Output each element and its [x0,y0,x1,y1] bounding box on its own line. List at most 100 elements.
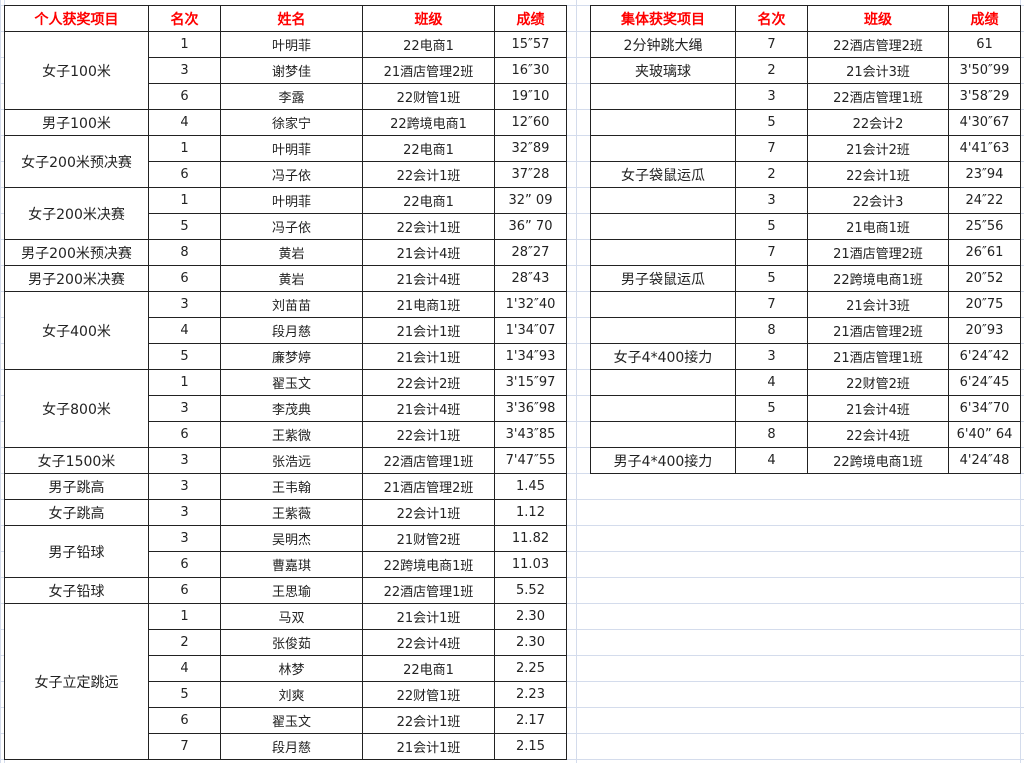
rank-cell[interactable]: 4 [148,317,221,344]
rank-cell[interactable]: 8 [148,239,221,266]
header-rank[interactable]: 名次 [735,5,808,32]
result-cell[interactable]: 2.15 [494,733,567,760]
event-cell[interactable] [590,395,736,422]
class-cell[interactable]: 21会计1班 [362,603,495,630]
result-cell[interactable]: 28″43 [494,265,567,292]
result-cell[interactable]: 4'41″63 [948,135,1021,162]
event-cell[interactable] [590,187,736,214]
header-result[interactable]: 成绩 [494,5,567,32]
class-cell[interactable]: 22会计1班 [362,707,495,734]
class-cell[interactable]: 21会计4班 [362,239,495,266]
event-cell[interactable]: 男子铅球 [4,525,149,578]
class-cell[interactable]: 22酒店管理1班 [807,83,949,110]
name-cell[interactable]: 翟玉文 [220,707,363,734]
event-cell[interactable]: 女子200米预决赛 [4,135,149,188]
class-cell[interactable]: 21会计1班 [362,733,495,760]
header-class[interactable]: 班级 [807,5,949,32]
result-cell[interactable]: 4'24″48 [948,447,1021,474]
name-cell[interactable]: 叶明菲 [220,187,363,214]
class-cell[interactable]: 22会计1班 [362,421,495,448]
rank-cell[interactable]: 6 [148,265,221,292]
name-cell[interactable]: 王韦翰 [220,473,363,500]
name-cell[interactable]: 徐家宁 [220,109,363,136]
class-cell[interactable]: 22会计4班 [807,421,949,448]
event-cell[interactable] [590,421,736,448]
result-cell[interactable]: 20″75 [948,291,1021,318]
result-cell[interactable]: 6'24″45 [948,369,1021,396]
rank-cell[interactable]: 7 [735,239,808,266]
rank-cell[interactable]: 3 [148,499,221,526]
rank-cell[interactable]: 6 [148,577,221,604]
rank-cell[interactable]: 8 [735,317,808,344]
rank-cell[interactable]: 3 [148,291,221,318]
name-cell[interactable]: 冯子依 [220,213,363,240]
result-cell[interactable]: 1'34″93 [494,343,567,370]
result-cell[interactable]: 6'34″70 [948,395,1021,422]
result-cell[interactable]: 2.23 [494,681,567,708]
rank-cell[interactable]: 4 [148,109,221,136]
event-cell[interactable]: 夹玻璃球 [590,57,736,84]
class-cell[interactable]: 22会计2班 [362,369,495,396]
rank-cell[interactable]: 1 [148,603,221,630]
result-cell[interactable]: 32″89 [494,135,567,162]
class-cell[interactable]: 22电商1 [362,187,495,214]
event-cell[interactable]: 女子1500米 [4,447,149,474]
name-cell[interactable]: 冯子依 [220,161,363,188]
result-cell[interactable]: 3'15″97 [494,369,567,396]
event-cell[interactable]: 男子200米决赛 [4,265,149,292]
class-cell[interactable]: 22会计1班 [362,499,495,526]
name-cell[interactable]: 王思瑜 [220,577,363,604]
class-cell[interactable]: 21会计1班 [362,317,495,344]
class-cell[interactable]: 21会计1班 [362,343,495,370]
rank-cell[interactable]: 4 [735,447,808,474]
class-cell[interactable]: 22跨境电商1班 [807,447,949,474]
event-cell[interactable]: 女子800米 [4,369,149,448]
class-cell[interactable]: 21会计3班 [807,291,949,318]
rank-cell[interactable]: 6 [148,551,221,578]
name-cell[interactable]: 刘苗苗 [220,291,363,318]
name-cell[interactable]: 谢梦佳 [220,57,363,84]
rank-cell[interactable]: 5 [735,395,808,422]
result-cell[interactable]: 4'30″67 [948,109,1021,136]
header-class[interactable]: 班级 [362,5,495,32]
result-cell[interactable]: 2.25 [494,655,567,682]
event-cell[interactable]: 2分钟跳大绳 [590,31,736,58]
class-cell[interactable]: 22会计4班 [362,629,495,656]
class-cell[interactable]: 22电商1 [362,655,495,682]
class-cell[interactable]: 22跨境电商1 [362,109,495,136]
event-cell[interactable] [590,369,736,396]
rank-cell[interactable]: 6 [148,83,221,110]
result-cell[interactable]: 2.17 [494,707,567,734]
class-cell[interactable]: 21酒店管理2班 [362,57,495,84]
class-cell[interactable]: 21会计3班 [807,57,949,84]
result-cell[interactable]: 1'32″40 [494,291,567,318]
class-cell[interactable]: 22会计1班 [362,213,495,240]
class-cell[interactable]: 22电商1 [362,31,495,58]
result-cell[interactable]: 20″93 [948,317,1021,344]
event-cell[interactable] [590,109,736,136]
result-cell[interactable]: 3'36″98 [494,395,567,422]
class-cell[interactable]: 21电商1班 [362,291,495,318]
header-result[interactable]: 成绩 [948,5,1021,32]
rank-cell[interactable]: 5 [735,265,808,292]
result-cell[interactable]: 3'58″29 [948,83,1021,110]
event-cell[interactable]: 男子跳高 [4,473,149,500]
event-cell[interactable]: 女子铅球 [4,577,149,604]
result-cell[interactable]: 20″52 [948,265,1021,292]
result-cell[interactable]: 19″10 [494,83,567,110]
name-cell[interactable]: 翟玉文 [220,369,363,396]
class-cell[interactable]: 21酒店管理2班 [807,239,949,266]
rank-cell[interactable]: 3 [735,83,808,110]
rank-cell[interactable]: 7 [735,31,808,58]
class-cell[interactable]: 22财管2班 [807,369,949,396]
rank-cell[interactable]: 1 [148,187,221,214]
event-cell[interactable] [590,135,736,162]
result-cell[interactable]: 15″57 [494,31,567,58]
result-cell[interactable]: 6'40” 64 [948,421,1021,448]
rank-cell[interactable]: 5 [148,213,221,240]
header-event[interactable]: 集体获奖项目 [590,5,736,32]
event-cell[interactable]: 男子100米 [4,109,149,136]
event-cell[interactable] [590,317,736,344]
rank-cell[interactable]: 4 [735,369,808,396]
rank-cell[interactable]: 3 [148,473,221,500]
